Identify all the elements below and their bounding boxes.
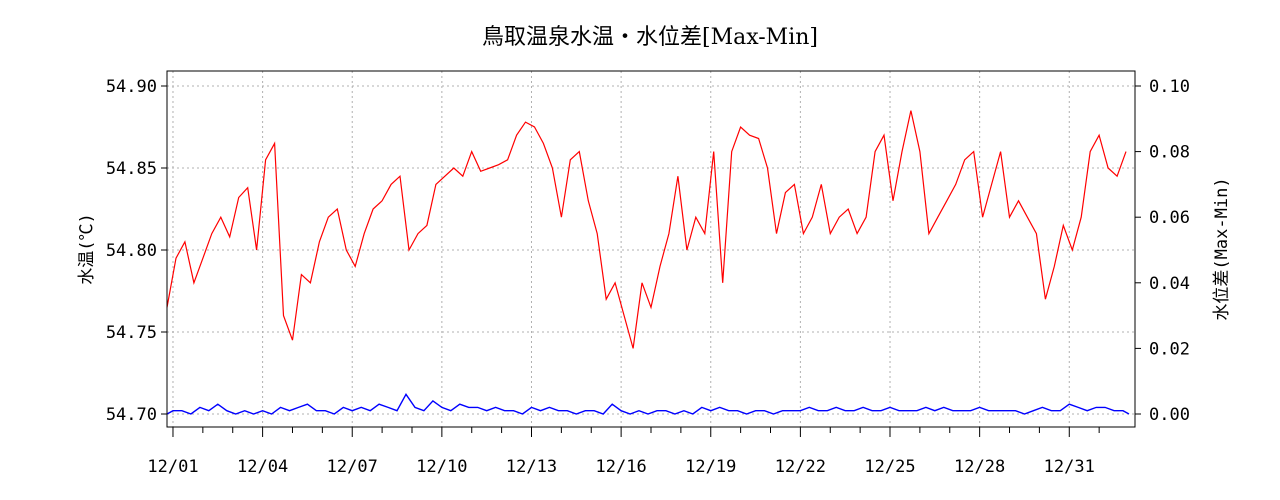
x-axis: 12/01 12/04 12/07 12/10 12/13 12/16 12/19 12/22… — [147, 427, 1100, 477]
y-axis-right-label: 水位差(Max-Min) — [1212, 177, 1232, 320]
x-tick-label: 12/16 — [596, 457, 647, 477]
water-level-series — [166, 392, 1130, 415]
x-tick-label: 12/19 — [685, 457, 736, 477]
x-tick-label: 12/28 — [954, 457, 1005, 477]
x-tick-label: 12/07 — [327, 457, 378, 477]
y-tick-left-label: 54.75 — [106, 323, 157, 343]
y-tick-right-label: 0.02 — [1149, 339, 1190, 359]
chart-title: 鳥取温泉水温・水位差[Max-Min] — [482, 25, 818, 50]
grid — [167, 71, 1135, 427]
y-tick-right-label: 0.06 — [1149, 208, 1190, 228]
y-tick-left-label: 54.90 — [106, 77, 157, 97]
x-tick-label: 12/13 — [506, 457, 557, 477]
x-tick-label: 12/25 — [864, 457, 915, 477]
y-axis-left-label: 水温(℃) — [77, 213, 97, 284]
y-tick-right-label: 0.00 — [1149, 405, 1190, 425]
y-axis-right: 0.00 0.02 0.04 0.06 0.08 0.10 — [1135, 77, 1190, 425]
x-tick-label: 12/01 — [147, 457, 198, 477]
y-tick-left-label: 54.80 — [106, 241, 157, 261]
x-tick-label: 12/04 — [237, 457, 288, 477]
plot-frame — [166, 70, 1136, 428]
x-tick-label: 12/22 — [775, 457, 826, 477]
water-level-line — [166, 392, 1130, 415]
y-tick-right-label: 0.10 — [1149, 77, 1190, 97]
temperature-series — [166, 110, 1127, 349]
x-tick-label: 12/10 — [416, 457, 467, 477]
y-axis-left: 54.70 54.75 54.80 54.85 54.90 — [106, 77, 167, 425]
y-tick-left-label: 54.70 — [106, 405, 157, 425]
y-tick-left-label: 54.85 — [106, 159, 157, 179]
temperature-line — [166, 110, 1127, 349]
y-tick-right-label: 0.04 — [1149, 274, 1190, 294]
x-tick-label: 12/31 — [1044, 457, 1095, 477]
y-tick-right-label: 0.08 — [1149, 143, 1190, 163]
